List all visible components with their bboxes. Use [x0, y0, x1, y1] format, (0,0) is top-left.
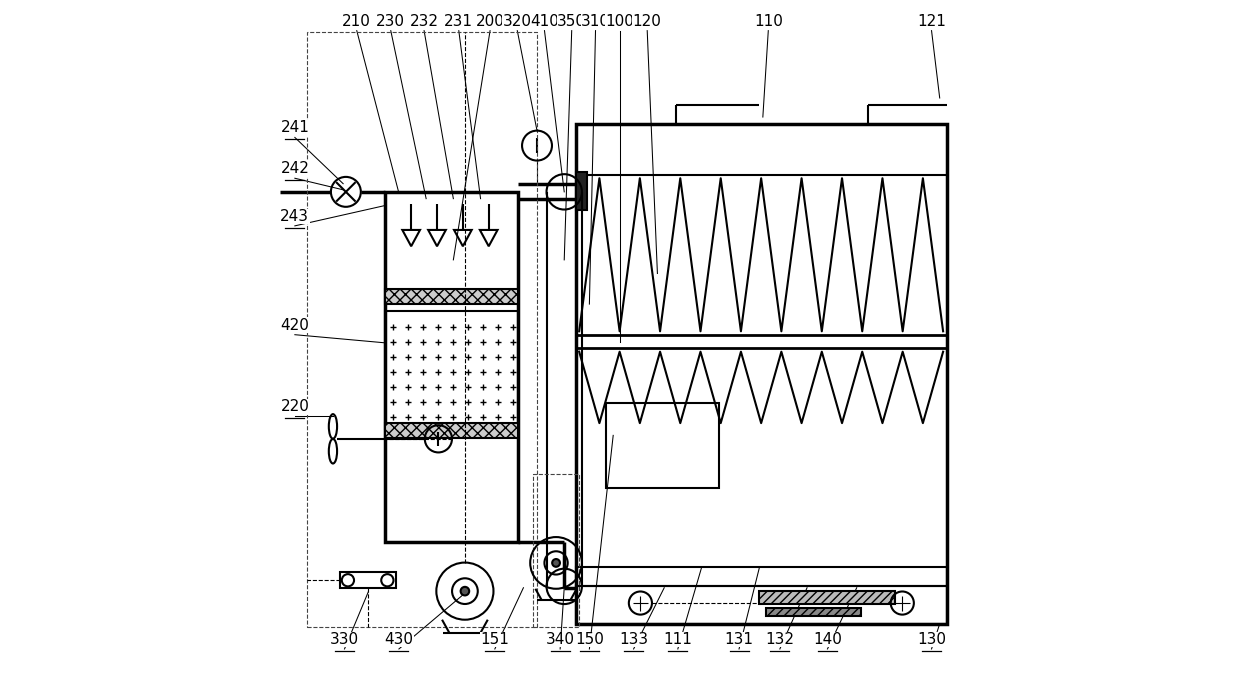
Text: 121: 121 — [918, 14, 946, 29]
Bar — [759, 591, 895, 604]
Text: 130: 130 — [918, 632, 946, 647]
Bar — [575, 172, 587, 210]
Text: 330: 330 — [330, 632, 360, 647]
Text: 232: 232 — [409, 14, 439, 29]
Text: 230: 230 — [376, 14, 405, 29]
Text: 100: 100 — [605, 14, 635, 29]
Circle shape — [552, 559, 560, 567]
Text: 131: 131 — [724, 632, 754, 647]
Bar — [308, 32, 537, 627]
Text: 241: 241 — [280, 120, 309, 135]
Text: 410: 410 — [529, 14, 559, 29]
Text: 231: 231 — [444, 14, 474, 29]
Text: 111: 111 — [663, 632, 692, 647]
Text: 120: 120 — [632, 14, 662, 29]
Bar — [766, 608, 862, 616]
Text: 350: 350 — [557, 14, 587, 29]
Text: 110: 110 — [754, 14, 782, 29]
Bar — [575, 124, 946, 624]
Text: 320: 320 — [502, 14, 532, 29]
Bar — [340, 572, 396, 589]
Text: 220: 220 — [280, 400, 309, 415]
Text: 133: 133 — [619, 632, 649, 647]
Text: 210: 210 — [342, 14, 371, 29]
Circle shape — [460, 587, 469, 596]
Bar — [386, 289, 518, 304]
Text: 150: 150 — [575, 632, 604, 647]
Text: 430: 430 — [384, 632, 413, 647]
Text: 242: 242 — [280, 161, 309, 176]
Bar — [575, 587, 946, 624]
Bar — [533, 474, 579, 627]
Text: 140: 140 — [813, 632, 842, 647]
Text: 310: 310 — [582, 14, 610, 29]
Text: 151: 151 — [480, 632, 510, 647]
Text: 420: 420 — [280, 318, 309, 333]
Bar — [386, 311, 518, 429]
Bar — [606, 403, 719, 488]
Bar — [386, 192, 518, 542]
Text: 243: 243 — [280, 209, 309, 224]
Text: 200: 200 — [476, 14, 505, 29]
Bar — [575, 568, 946, 587]
Text: 340: 340 — [546, 632, 574, 647]
Bar — [386, 423, 518, 438]
Text: 132: 132 — [765, 632, 795, 647]
